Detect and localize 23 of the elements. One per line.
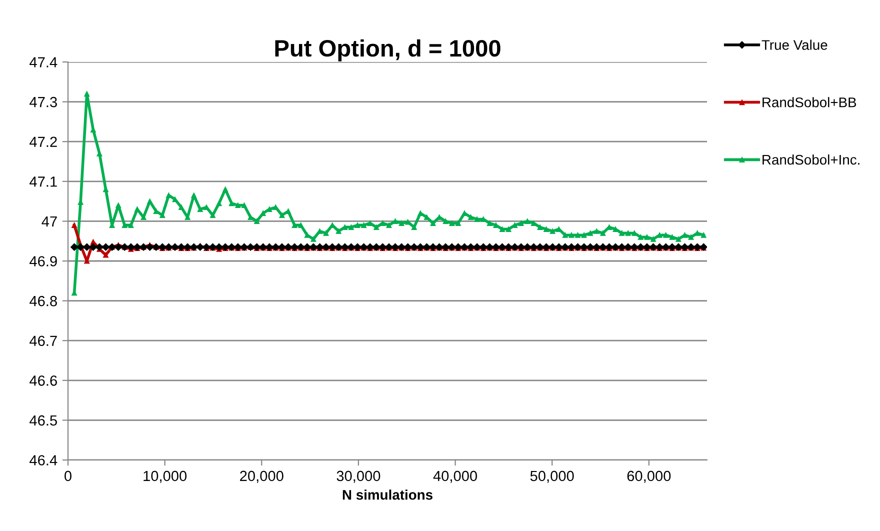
x-tick-label: 60,000 — [627, 470, 671, 483]
y-tick-label: 47.2 — [30, 136, 57, 147]
y-tick-label: 47.3 — [30, 96, 57, 108]
x-tick-label: 20,000 — [240, 470, 284, 483]
x-axis-title: N simulations — [342, 490, 432, 500]
x-tick-label: 10,000 — [144, 470, 187, 483]
y-tick-label: 47 — [42, 216, 57, 226]
y-tick-label: 46.8 — [30, 296, 57, 306]
y-tick-label: 46.4 — [30, 455, 58, 466]
y-tick-label: 47.1 — [30, 176, 57, 187]
x-tick-label: 30,000 — [336, 470, 380, 483]
y-tick-label: 46.6 — [30, 376, 57, 386]
legend-label: RandSobol+Inc. — [762, 154, 860, 165]
legend-label: RandSobol+BB — [762, 97, 856, 108]
y-tick-label: 46.5 — [30, 415, 57, 426]
legend-label: True Value — [762, 40, 828, 50]
chart-title: Put Option, d = 1000 — [275, 39, 500, 62]
y-tick-label: 47.4 — [30, 57, 58, 68]
y-tick-label: 46.9 — [30, 256, 57, 266]
x-tick-label: 50,000 — [530, 470, 574, 483]
x-tick-label: 0 — [64, 470, 72, 482]
y-tick-label: 46.7 — [30, 336, 57, 346]
x-tick-label: 40,000 — [433, 470, 478, 483]
